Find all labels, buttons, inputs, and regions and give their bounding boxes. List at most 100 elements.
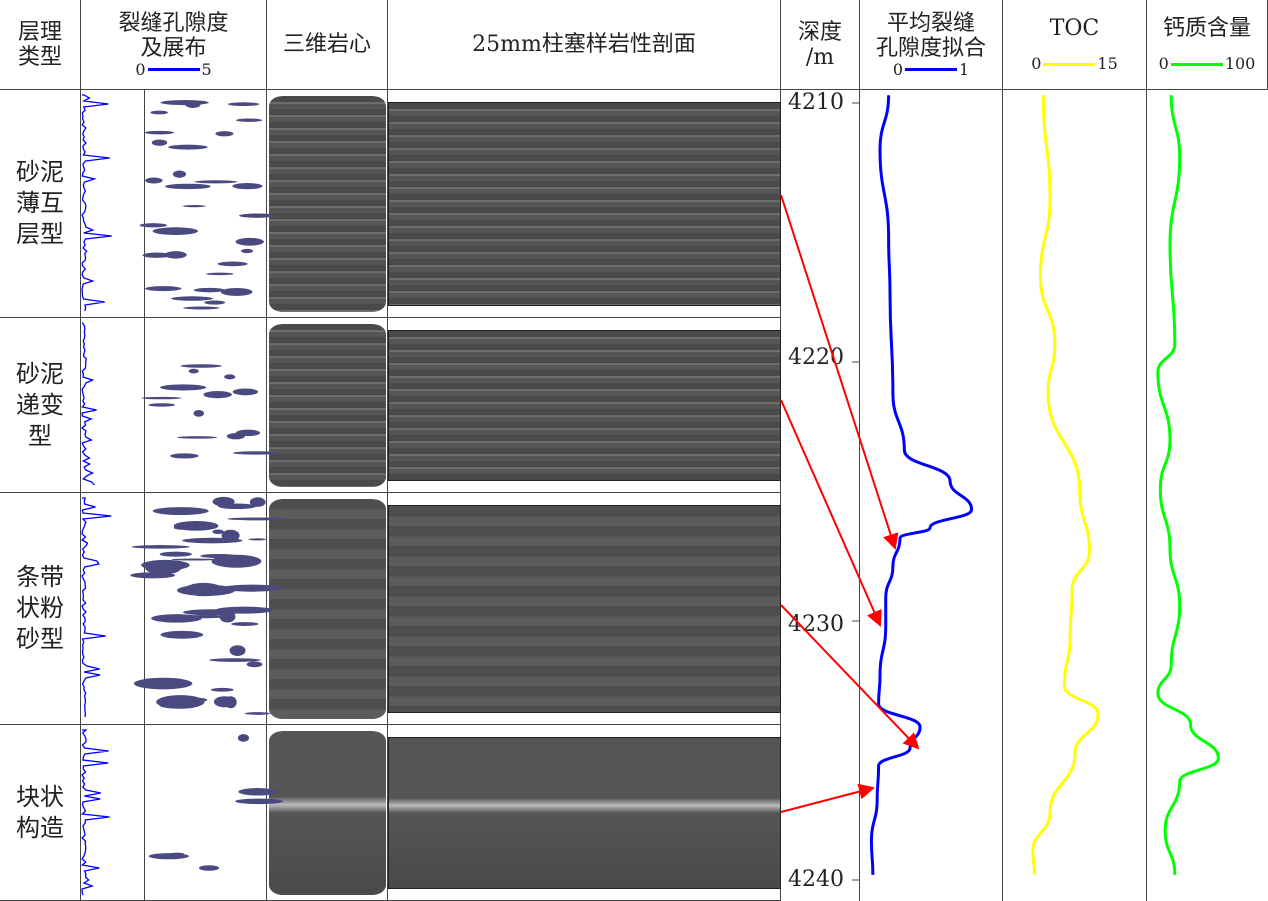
fracture-blob <box>176 436 218 439</box>
core-3d-image <box>269 731 386 895</box>
plug-section-image <box>388 505 781 713</box>
fracture-blob <box>130 572 176 579</box>
fracture-blob <box>248 538 266 541</box>
fracture-blob <box>141 396 182 400</box>
type-label: 砂泥 薄互 层型 <box>16 158 64 248</box>
fracture-porosity-curve <box>80 729 110 896</box>
fracture-blob <box>194 180 238 184</box>
fracture-blob <box>244 712 271 715</box>
depth-track <box>781 90 860 901</box>
correlation-arrow <box>780 604 920 750</box>
core3d-cell <box>267 318 388 493</box>
header-plug-label: 25mm柱塞样岩性剖面 <box>472 32 696 57</box>
type-label: 砂泥 递变 型 <box>16 359 64 450</box>
fracture-porosity-curve <box>80 322 97 486</box>
fracture-blob <box>152 227 199 235</box>
fracture-blob <box>224 374 236 380</box>
header-toc: TOC 0 15 <box>1003 0 1147 90</box>
fit-curve <box>869 95 974 875</box>
fracture-blob <box>156 695 205 709</box>
core-3d-image <box>269 96 386 312</box>
fracture-blob <box>200 553 237 559</box>
fracture-blob <box>184 582 223 597</box>
type-label: 块状 构造 <box>16 782 64 842</box>
depth-tick: 4210 <box>788 90 844 115</box>
scale-min: 0 <box>1031 54 1042 73</box>
scale-min: 0 <box>892 59 903 79</box>
fracture-blob <box>160 630 204 639</box>
fracture-blob <box>142 252 171 258</box>
fracture-blob <box>171 558 217 561</box>
fracture-blob <box>212 529 224 535</box>
fracture-blob <box>168 144 208 150</box>
fracture-blob <box>210 687 234 692</box>
fracture-blob <box>226 433 245 440</box>
scale-max: 100 <box>1224 54 1256 73</box>
plug-section-image <box>388 330 781 481</box>
fracture-blob <box>232 183 263 190</box>
ca-scale: 0 100 <box>1159 55 1256 73</box>
fracture-blob <box>150 110 168 115</box>
fracture-map-cell <box>145 90 267 318</box>
fracture-porosity-curve <box>81 94 112 312</box>
fracture-blob <box>180 364 222 368</box>
fracture-blob <box>182 537 243 544</box>
fracture-blob <box>203 391 232 399</box>
fracture-blob <box>148 853 189 860</box>
fracture-porosity-curve <box>80 497 112 718</box>
fracture-blob <box>173 520 219 531</box>
fracture-curve-cell <box>81 318 145 493</box>
fracture-blob <box>204 300 226 305</box>
fracture-blob <box>148 403 176 407</box>
scale-line <box>1170 62 1223 66</box>
scale-min: 0 <box>135 59 146 79</box>
toc-scale: 0 15 <box>1031 55 1118 73</box>
fracture-blob <box>164 251 187 259</box>
fracture-blob <box>144 286 182 292</box>
header-ca-label: 钙质含量 <box>1162 16 1251 41</box>
fracture-blob <box>198 865 220 871</box>
fracture-blob <box>193 287 225 293</box>
fracture-blob <box>183 306 220 310</box>
scale-max: 1 <box>959 59 970 79</box>
row-type-3: 条带 状粉 砂型 <box>0 493 81 725</box>
correlation-arrow <box>780 783 875 813</box>
fracture-blob <box>141 559 190 571</box>
toc-curve <box>1031 95 1100 875</box>
fracture-blob <box>238 788 278 796</box>
fracture-blob <box>171 296 214 301</box>
header-depth-label: 深度 /m <box>797 19 842 70</box>
scale-line <box>147 68 200 71</box>
fracture-blob <box>249 497 266 507</box>
fracture-blob <box>241 248 254 254</box>
fracture-map-cell <box>145 318 267 493</box>
fracture-blob <box>235 798 284 805</box>
fracture-blob <box>246 661 263 668</box>
scale-max: 5 <box>201 59 212 79</box>
fracture-blob <box>206 272 234 276</box>
core3d-cell <box>267 90 388 318</box>
header-fracture: 裂缝孔隙度 及展布 0 5 <box>81 0 267 90</box>
fracture-blob <box>131 545 190 549</box>
header-plug: 25mm柱塞样岩性剖面 <box>388 0 781 90</box>
fracture-blob <box>170 453 199 459</box>
fracture-blob <box>139 223 168 228</box>
fracture-curve-cell <box>81 90 145 318</box>
header-type-label: 层理 类型 <box>17 19 62 70</box>
header-toc-label: TOC <box>1049 16 1100 41</box>
header-core3d: 三维岩心 <box>267 0 388 90</box>
fracture-blob <box>229 645 246 656</box>
fracture-curve-cell <box>81 493 145 725</box>
fracture-blob <box>217 503 257 510</box>
scale-min: 0 <box>1158 54 1169 73</box>
header-ca: 钙质含量 0 100 <box>1147 0 1268 90</box>
fracture-blob <box>151 139 168 146</box>
header-fracture-label: 裂缝孔隙度 及展布 <box>118 10 229 61</box>
fracture-blob <box>231 622 259 626</box>
scale-line <box>1043 62 1096 66</box>
core-3d-image <box>269 324 386 487</box>
fracture-blob <box>133 677 193 690</box>
